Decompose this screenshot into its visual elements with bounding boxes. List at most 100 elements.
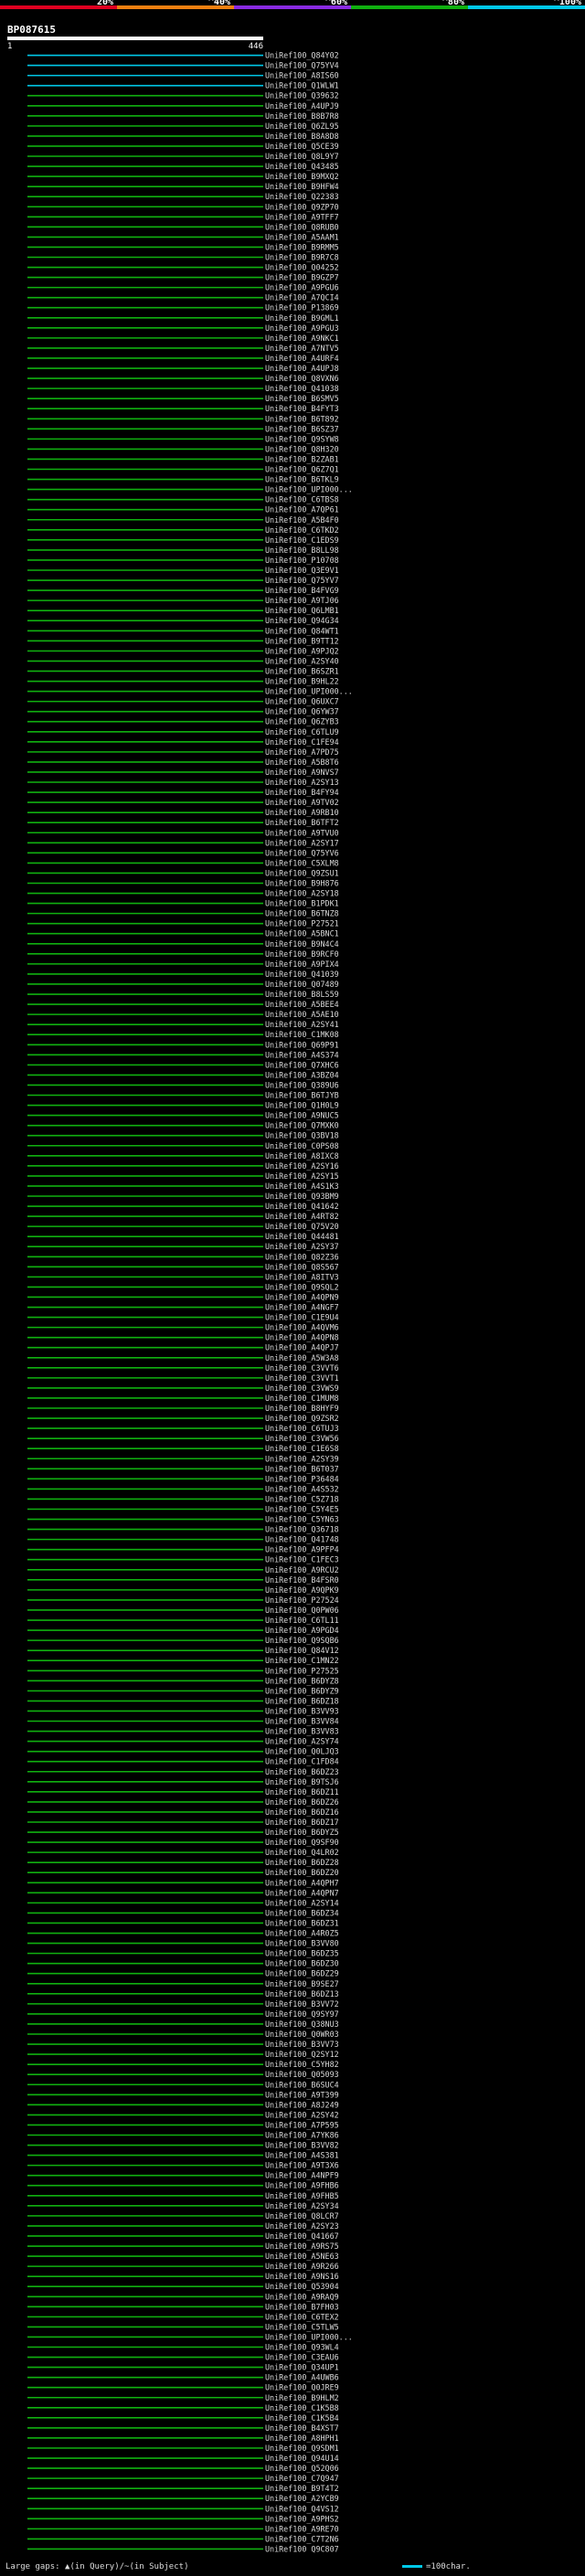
hit-label[interactable]: UniRef100_Q8LCR7	[265, 2211, 339, 2221]
hit-label[interactable]: UniRef100_B6DZ11	[265, 1787, 339, 1797]
hit-row[interactable]: UniRef100_A2SY39	[27, 1454, 339, 1463]
hit-row[interactable]: UniRef100_Q52Q06	[27, 2464, 339, 2473]
hit-label[interactable]: UniRef100_A9TVU0	[265, 828, 339, 837]
hit-row[interactable]: UniRef100_A2SY18	[27, 889, 339, 898]
hit-label[interactable]: UniRef100_B9MXQ2	[265, 172, 339, 181]
hit-row[interactable]: UniRef100_C6TL11	[27, 1616, 339, 1625]
hit-row[interactable]: UniRef100_B1PDK1	[27, 899, 339, 908]
hit-row[interactable]: UniRef100_B4FYT3	[27, 404, 339, 413]
hit-label[interactable]: UniRef100_B6DYZ9	[265, 1686, 339, 1695]
hit-row[interactable]: UniRef100_A4UWB6	[27, 2373, 339, 2382]
hit-row[interactable]: UniRef100_B6DZ35	[27, 1949, 339, 1958]
hit-label[interactable]: UniRef100_A9PHS2	[265, 2514, 339, 2523]
hit-row[interactable]: UniRef100_A4NPF9	[27, 2171, 339, 2180]
hit-label[interactable]: UniRef100_A5NE63	[265, 2252, 339, 2261]
hit-label[interactable]: UniRef100_A2YCB9	[265, 2494, 339, 2503]
hit-row[interactable]: UniRef100_Q8S567	[27, 1262, 339, 1271]
hit-row[interactable]: UniRef100_A2SY14	[27, 1898, 339, 1907]
hit-label[interactable]: UniRef100_B6DYZ8	[265, 1676, 339, 1685]
hit-row[interactable]: UniRef100_C1FD84	[27, 1757, 339, 1766]
hit-row[interactable]: UniRef100_B3VV80	[27, 1939, 339, 1948]
hit-label[interactable]: UniRef100_A5W3A8	[265, 1353, 339, 1362]
hit-label[interactable]: UniRef100_A9FHB6	[265, 2181, 339, 2190]
hit-label[interactable]: UniRef100_A2SY18	[265, 889, 339, 898]
hit-row[interactable]: UniRef100_Q6UXC7	[27, 697, 339, 706]
hit-label[interactable]: UniRef100_C5Z718	[265, 1494, 339, 1503]
hit-label[interactable]: UniRef100_Q7XHC6	[265, 1060, 339, 1069]
hit-label[interactable]: UniRef100_Q82Z36	[265, 1252, 339, 1261]
hit-label[interactable]: UniRef100_B3VV80	[265, 1939, 339, 1948]
hit-label[interactable]: UniRef100_B3VV83	[265, 1727, 339, 1736]
hit-label[interactable]: UniRef100_B6SZR1	[265, 666, 339, 675]
hit-row[interactable]: UniRef100_Q8H320	[27, 444, 339, 453]
hit-row[interactable]: UniRef100_B3VV83	[27, 1727, 339, 1736]
hit-label[interactable]: UniRef100_Q9SDM1	[265, 2443, 339, 2453]
hit-row[interactable]: UniRef100_A2SY74	[27, 1737, 339, 1746]
hit-row[interactable]: UniRef100_A2SY13	[27, 778, 339, 787]
hit-label[interactable]: UniRef100_B6DZ18	[265, 1696, 339, 1705]
hit-row[interactable]: UniRef100_Q6Z7Q1	[27, 465, 339, 474]
hit-row[interactable]: UniRef100_P27521	[27, 919, 339, 928]
hit-label[interactable]: UniRef100_Q94G34	[265, 616, 339, 625]
hit-label[interactable]: UniRef100_A9NS16	[265, 2272, 339, 2281]
hit-row[interactable]: UniRef100_Q69P91	[27, 1040, 339, 1049]
hit-row[interactable]: UniRef100_B8B7R8	[27, 111, 339, 121]
hit-label[interactable]: UniRef100_C5YH82	[265, 2060, 339, 2069]
hit-row[interactable]: UniRef100_C7T2N6	[27, 2534, 339, 2543]
hit-row[interactable]: UniRef100_B9GZP7	[27, 273, 339, 282]
hit-label[interactable]: UniRef100_C7T2N6	[265, 2534, 339, 2543]
hit-row[interactable]: UniRef100_Q22383	[27, 192, 339, 201]
hit-label[interactable]: UniRef100_B6DZ23	[265, 1767, 339, 1776]
hit-label[interactable]: UniRef100_Q9SY97	[265, 2009, 339, 2019]
hit-row[interactable]: UniRef100_Q7MXK0	[27, 1121, 339, 1130]
hit-label[interactable]: UniRef100_C5Y4E5	[265, 1504, 339, 1513]
hit-row[interactable]: UniRef100_A9TJ06	[27, 596, 339, 605]
hit-label[interactable]: UniRef100_A9RAQ9	[265, 2292, 339, 2301]
hit-row[interactable]: UniRef100_B3VV93	[27, 1706, 339, 1715]
hit-label[interactable]: UniRef100_A8IXC8	[265, 1151, 339, 1161]
hit-row[interactable]: UniRef100_Q6ZYB3	[27, 717, 339, 726]
hit-label[interactable]: UniRef100_A5BNC1	[265, 929, 339, 938]
hit-row[interactable]: UniRef100_C3EAU6	[27, 2353, 339, 2362]
hit-label[interactable]: UniRef100_C6TBS8	[265, 495, 339, 504]
hit-row[interactable]: UniRef100_Q94G34	[27, 616, 339, 625]
hit-label[interactable]: UniRef100_B3VV82	[265, 2141, 339, 2150]
hit-label[interactable]: UniRef100_A5BEE4	[265, 1000, 339, 1009]
hit-label[interactable]: UniRef100_P13869	[265, 303, 339, 313]
hit-row[interactable]: UniRef100_B6SZ37	[27, 424, 339, 433]
hit-label[interactable]: UniRef100_A9NKC1	[265, 334, 339, 343]
hit-label[interactable]: UniRef100_B9N4C4	[265, 939, 339, 949]
hit-label[interactable]: UniRef100_A9PGU3	[265, 323, 339, 333]
hit-label[interactable]: UniRef100_Q8RUB0	[265, 222, 339, 231]
hit-row[interactable]: UniRef100_A9FHB6	[27, 2181, 339, 2190]
hit-label[interactable]: UniRef100_B8B7R8	[265, 111, 339, 121]
hit-label[interactable]: UniRef100_B3VV73	[265, 2040, 339, 2049]
hit-label[interactable]: UniRef100_C1MN22	[265, 1656, 339, 1665]
hit-label[interactable]: UniRef100_A2SY16	[265, 1161, 339, 1171]
hit-row[interactable]: UniRef100_A9TFF7	[27, 212, 339, 221]
hit-row[interactable]: UniRef100_C5Y4E5	[27, 1504, 339, 1513]
hit-label[interactable]: UniRef100_A4UWB6	[265, 2373, 339, 2382]
hit-label[interactable]: UniRef100_B9SE27	[265, 1979, 339, 1988]
hit-label[interactable]: UniRef100_A5B8T6	[265, 758, 339, 767]
hit-row[interactable]: UniRef100_Q2SY12	[27, 2050, 339, 2059]
hit-row[interactable]: UniRef100_A9RCU2	[27, 1565, 339, 1574]
hit-row[interactable]: UniRef100_A9PGU6	[27, 283, 339, 292]
hit-row[interactable]: UniRef100_B9RCF0	[27, 949, 339, 959]
hit-row[interactable]: UniRef100_C1K5B4	[27, 2413, 339, 2422]
hit-row[interactable]: UniRef100_C1MN22	[27, 1656, 339, 1665]
hit-label[interactable]: UniRef100_Q0LJQ3	[265, 1747, 339, 1756]
hit-label[interactable]: UniRef100_A4R0Z5	[265, 1929, 339, 1938]
hit-row[interactable]: UniRef100_A2SY23	[27, 2221, 339, 2231]
hit-label[interactable]: UniRef100_Q9ZSU1	[265, 868, 339, 877]
hit-label[interactable]: UniRef100_A4NPF9	[265, 2171, 339, 2180]
hit-row[interactable]: UniRef100_C5YH82	[27, 2060, 339, 2069]
hit-label[interactable]: UniRef100_C5YN63	[265, 1515, 339, 1524]
hit-label[interactable]: UniRef100_A2SY17	[265, 838, 339, 847]
hit-row[interactable]: UniRef100_A2SY41	[27, 1020, 339, 1029]
hit-row[interactable]: UniRef100_Q8VXN6	[27, 374, 339, 383]
hit-row[interactable]: UniRef100_Q9SYW8	[27, 434, 339, 443]
hit-label[interactable]: UniRef100_Q05093	[265, 2070, 339, 2079]
hit-row[interactable]: UniRef100_Q1H0L9	[27, 1101, 339, 1110]
hit-row[interactable]: UniRef100_C3VWS9	[27, 1383, 339, 1393]
